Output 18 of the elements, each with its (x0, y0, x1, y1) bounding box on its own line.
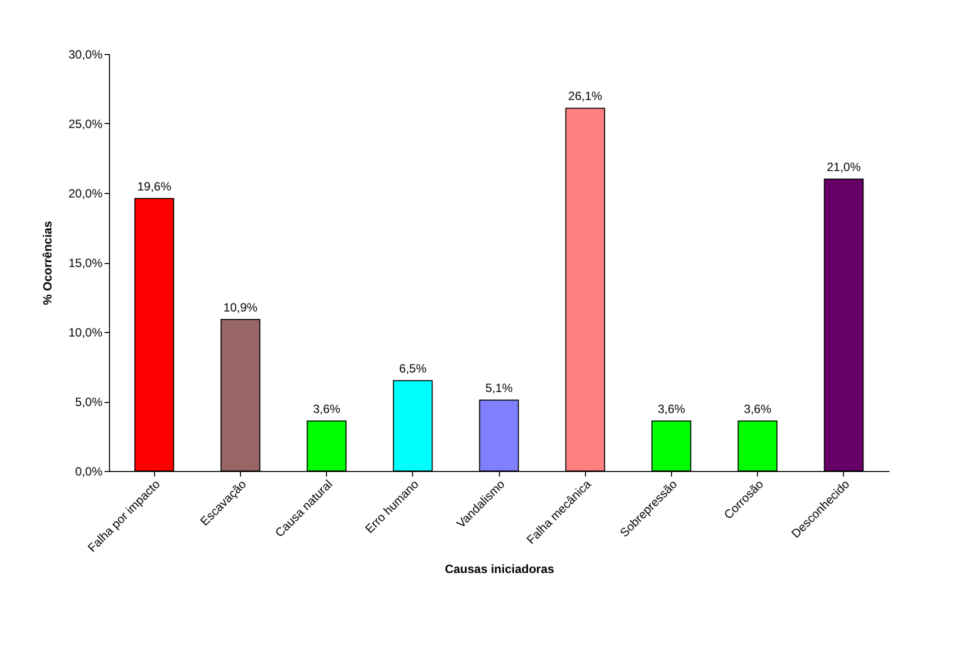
data-label: 3,6% (312, 402, 341, 416)
data-label: 19,6% (137, 180, 172, 194)
x-axis-title: Causas iniciadoras (444, 562, 555, 576)
data-label: 3,6% (658, 402, 686, 416)
y-tick-label: 15,0% (68, 256, 103, 270)
y-axis-title: % Ocorrências (40, 220, 54, 306)
data-label: 6,5% (399, 362, 427, 376)
y-tick-label: 25,0% (68, 117, 103, 131)
data-label: 3,6% (744, 402, 772, 416)
y-tick-label: 5,0% (75, 395, 103, 409)
y-tick-label: 0,0% (75, 464, 103, 478)
y-tick-label: 30,0% (68, 48, 103, 62)
data-label: 10,9% (223, 300, 258, 314)
y-tick-label: 20,0% (68, 186, 103, 200)
data-label: 26,1% (568, 89, 603, 104)
y-tick-label: 10,0% (68, 326, 103, 340)
data-label: 21,0% (826, 160, 862, 174)
data-label: 5,1% (485, 381, 513, 396)
